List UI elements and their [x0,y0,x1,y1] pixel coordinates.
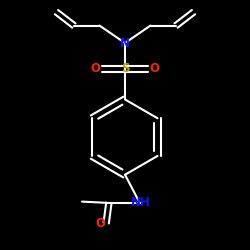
Text: O: O [90,62,101,75]
Text: S: S [121,62,129,75]
Text: O: O [95,216,105,230]
Text: O: O [150,62,160,75]
Text: NH: NH [131,196,151,209]
Text: N: N [120,36,130,50]
